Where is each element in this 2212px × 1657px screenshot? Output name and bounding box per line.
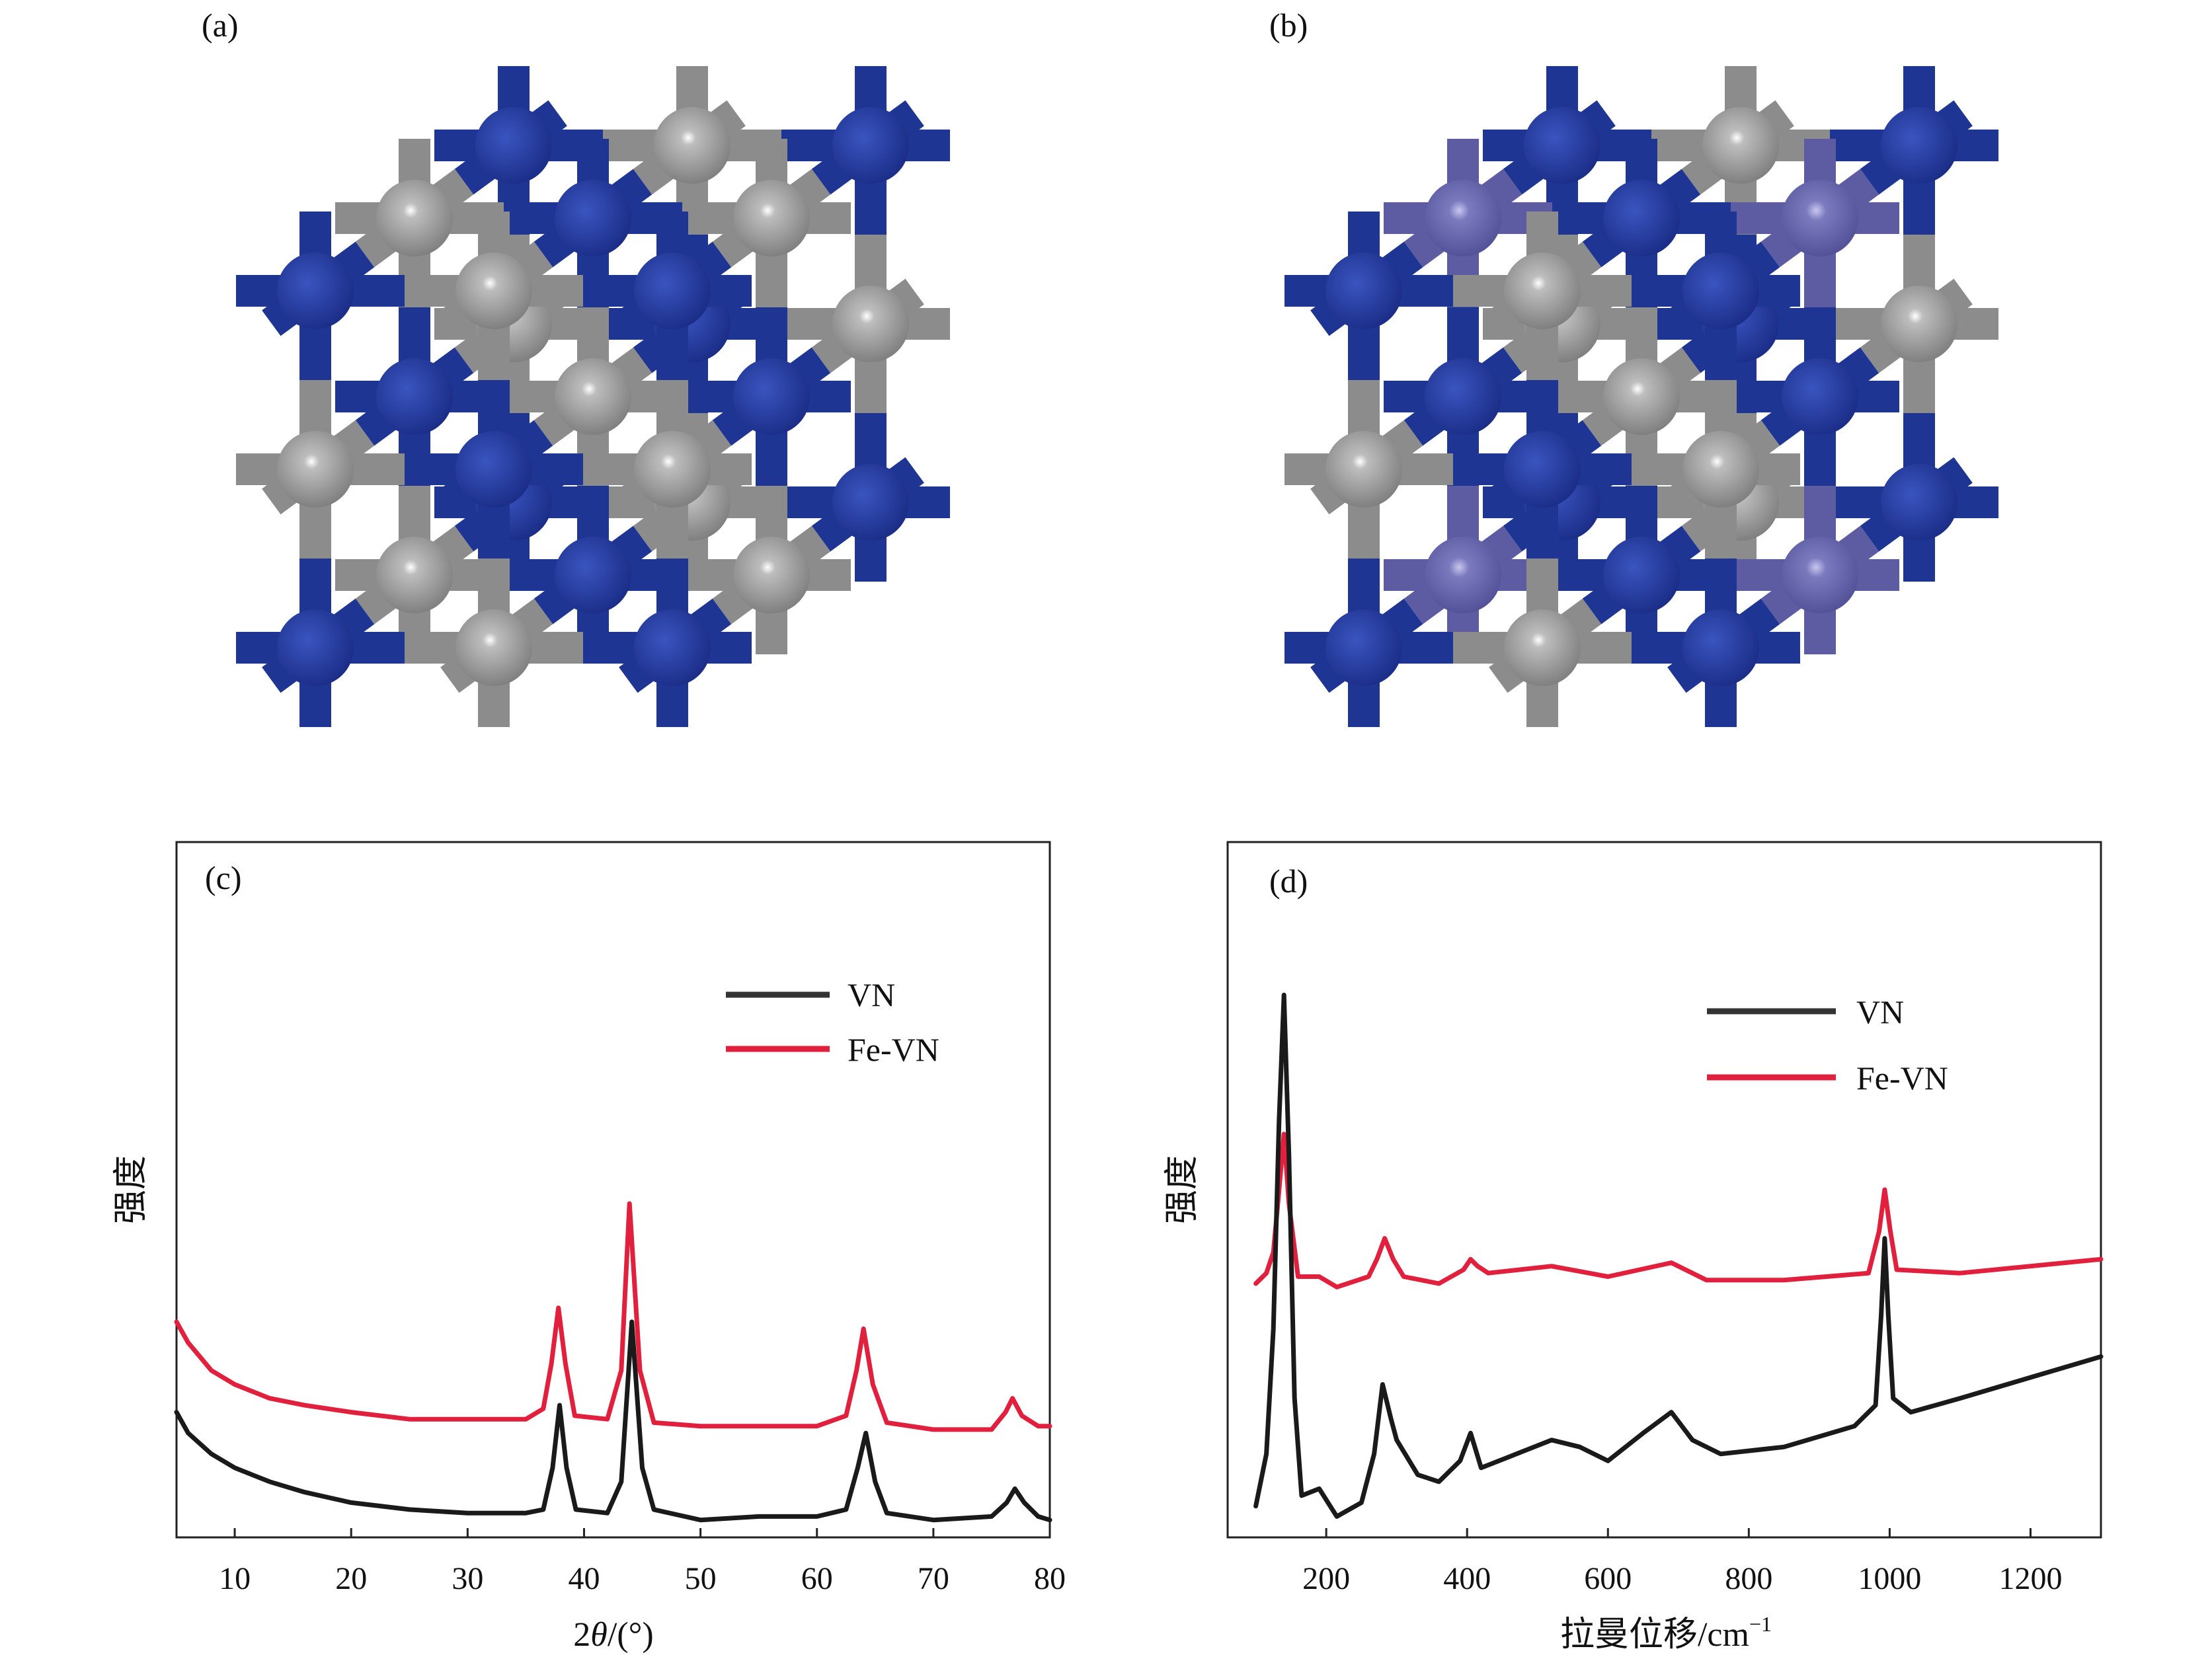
iron-atom (1782, 180, 1858, 256)
nitrogen-atom (1325, 609, 1402, 686)
vanadium-atom (1325, 431, 1402, 508)
plot-frame (175, 841, 1051, 1539)
vanadium-atom (1881, 286, 1957, 362)
x-tick-label: 20 (335, 1561, 367, 1596)
x-tick-label: 50 (685, 1561, 717, 1596)
x-tick-label: 1200 (1998, 1561, 2062, 1596)
y-axis-label: 强度 (112, 1155, 150, 1224)
vanadium-atom (733, 180, 810, 256)
vanadium-atom (1702, 107, 1779, 184)
nitrogen-atom (1603, 180, 1680, 256)
iron-atom (1425, 180, 1501, 256)
panel-label-c: (c) (205, 859, 242, 896)
fe-vn-crystal-structure (1284, 66, 1998, 727)
vanadium-atom (277, 431, 354, 508)
plot-frame (1226, 841, 2102, 1539)
vanadium-atom (455, 609, 532, 686)
panel-label-a: (a) (202, 7, 239, 44)
vanadium-atom (376, 180, 453, 256)
x-tick-label: 200 (1302, 1561, 1350, 1596)
panel-label-d: (d) (1269, 863, 1308, 900)
x-tick-label: 60 (801, 1561, 833, 1596)
vanadium-atom (555, 358, 631, 435)
iron-atom (1425, 537, 1501, 613)
x-tick-label: 10 (219, 1561, 251, 1596)
series-line-vn (1253, 992, 2104, 1519)
vanadium-atom (1682, 431, 1759, 508)
nitrogen-atom (1325, 252, 1402, 329)
nitrogen-atom (1682, 609, 1759, 686)
nitrogen-atom (555, 180, 631, 256)
nitrogen-atom (1881, 107, 1957, 184)
nitrogen-atom (832, 107, 909, 184)
xrd-chart: 10 20 30 40 50 60 70 80 (c) VN Fe-VN 2θ/(°) 强度 (112, 841, 1066, 1654)
nitrogen-atom (1504, 431, 1581, 508)
legend-label-vn: VN (1856, 993, 1904, 1030)
vanadium-atom (634, 431, 711, 508)
nitrogen-atom (1782, 358, 1858, 435)
series-line-vn (174, 1319, 1052, 1523)
nitrogen-atom (832, 464, 909, 541)
series-line-fe-vn (1253, 1132, 2104, 1290)
nitrogen-atom (277, 609, 354, 686)
nitrogen-atom (634, 252, 711, 329)
legend-label-fe-vn: Fe-VN (1856, 1060, 1948, 1097)
x-tick-label: 400 (1443, 1561, 1491, 1596)
nitrogen-atom (376, 358, 453, 435)
vanadium-atom (1504, 252, 1581, 329)
vanadium-atom (832, 286, 909, 362)
x-tick-label: 30 (452, 1561, 483, 1596)
vanadium-atom (733, 537, 810, 613)
nitrogen-atom (1425, 358, 1501, 435)
nitrogen-atom (634, 609, 711, 686)
vanadium-atom (455, 252, 532, 329)
nitrogen-atom (1682, 252, 1759, 329)
legend-label-vn: VN (848, 976, 895, 1013)
nitrogen-atom (733, 358, 810, 435)
x-tick-label: 80 (1034, 1561, 1066, 1596)
nitrogen-atom (455, 431, 532, 508)
panel-label-b: (b) (1269, 7, 1308, 44)
x-tick-label: 1000 (1858, 1561, 1921, 1596)
vanadium-atom (376, 537, 453, 613)
raman-chart: 200 400 600 800 1000 1200 (d) VN Fe-VN 拉曼位移/c… (1164, 841, 2104, 1654)
vanadium-atom (654, 107, 731, 184)
x-tick-label: 600 (1584, 1561, 1632, 1596)
x-axis-label: 拉曼位移/cm−1 (1560, 1612, 1772, 1654)
nitrogen-atom (1603, 537, 1680, 613)
vanadium-atom (1603, 358, 1680, 435)
nitrogen-atom (1524, 107, 1600, 184)
x-axis-label: 2θ/(°) (573, 1616, 653, 1654)
nitrogen-atom (1881, 464, 1957, 541)
vn-crystal-structure (236, 66, 950, 727)
nitrogen-atom (555, 537, 631, 613)
nitrogen-atom (475, 107, 552, 184)
x-tick-label: 800 (1725, 1561, 1772, 1596)
y-axis-label: 强度 (1164, 1155, 1201, 1224)
vanadium-atom (1504, 609, 1581, 686)
series-line-fe-vn (174, 1201, 1052, 1432)
x-tick-label: 70 (918, 1561, 949, 1596)
legend-label-fe-vn: Fe-VN (848, 1031, 939, 1068)
nitrogen-atom (277, 252, 354, 329)
x-tick-label: 40 (568, 1561, 600, 1596)
iron-atom (1782, 537, 1858, 613)
